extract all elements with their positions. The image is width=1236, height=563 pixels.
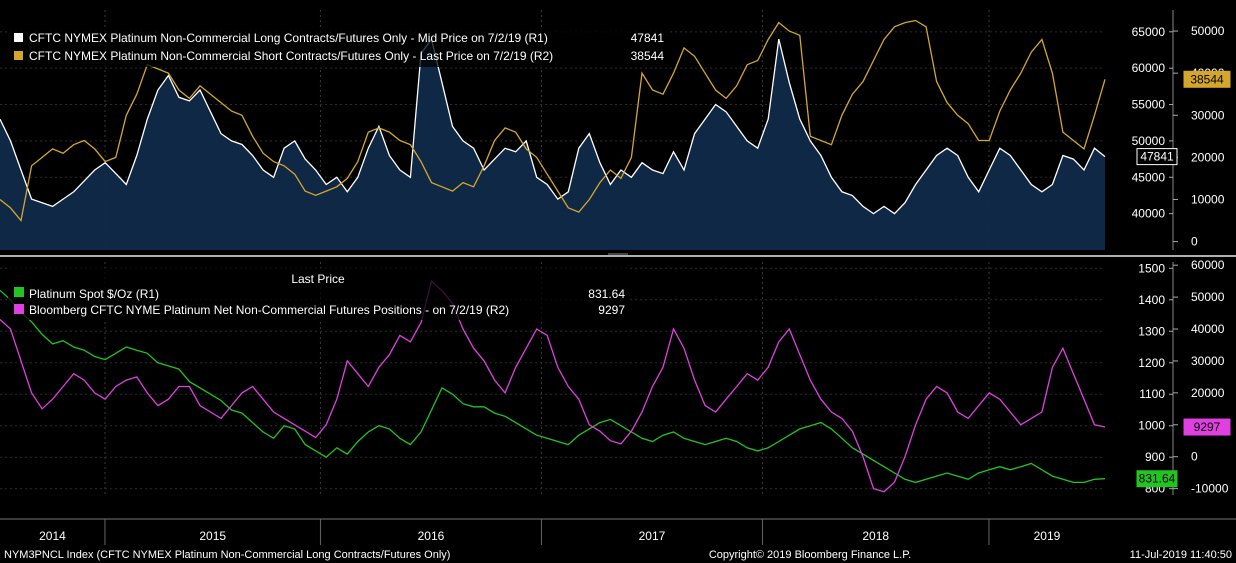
- bottom-badges: 831.64 9297: [1136, 418, 1231, 488]
- left-tick-label: 55000: [1132, 98, 1166, 112]
- x-tick-label: 2017: [639, 529, 666, 543]
- badge-spot-box: [1136, 470, 1178, 488]
- left-tick-label: 1500: [1138, 261, 1165, 275]
- legend-label-net: Bloomberg CFTC NYME Platinum Net Non-Com…: [29, 303, 509, 317]
- left-tick-label: 45000: [1132, 170, 1166, 184]
- left-tick-label: 1400: [1138, 293, 1165, 307]
- left-tick-label: 60000: [1132, 61, 1166, 75]
- x-tick-label: 2014: [39, 529, 66, 543]
- badge-short-box: [1183, 70, 1231, 88]
- legend-label-long: CFTC NYMEX Platinum Non-Commercial Long …: [29, 31, 548, 45]
- left-tick-label: 1200: [1138, 356, 1165, 370]
- badge-net-box: [1183, 418, 1231, 436]
- badge-short: 38544: [1183, 70, 1231, 88]
- right-tick-label: 50000: [1191, 290, 1225, 304]
- footer: NYM3PNCL Index (CFTC NYMEX Platinum Non-…: [4, 549, 1232, 561]
- right-tick-label: 30000: [1191, 108, 1225, 122]
- footer-index-label: NYM3PNCL Index (CFTC NYMEX Platinum Non-…: [4, 549, 450, 561]
- right-tick-label: 20000: [1191, 150, 1225, 164]
- badge-spot: 831.64: [1136, 470, 1178, 488]
- bottom-series: [0, 279, 1106, 493]
- left-tick-label: 40000: [1132, 207, 1166, 221]
- right-tick-label: 30000: [1191, 354, 1225, 368]
- left-tick-label: 1000: [1138, 419, 1165, 433]
- right-tick-label: 0: [1191, 235, 1198, 249]
- legend-swatch-net: [14, 304, 24, 314]
- legend-swatch-spot: [14, 287, 24, 297]
- legend-value-short: 38544: [631, 49, 665, 63]
- x-tick-label: 2016: [418, 529, 445, 543]
- badge-net: 9297: [1183, 418, 1231, 436]
- legend-value-net: 9297: [598, 303, 625, 317]
- legend-label-spot: Platinum Spot $/Oz (R1): [29, 287, 159, 301]
- badge-long-box: [1136, 148, 1178, 166]
- badge-net-text: 9297: [1194, 420, 1221, 434]
- net-positions-line: [0, 279, 1106, 493]
- legend-swatch-short: [14, 51, 23, 60]
- right-tick-label: 20000: [1191, 386, 1225, 400]
- x-tick-label: 2018: [862, 529, 889, 543]
- left-tick-label: 1300: [1138, 324, 1165, 338]
- top-left-axis: 40000 45000 50000 55000 60000 65000: [1132, 10, 1174, 250]
- panel-resize-handle[interactable]: [600, 252, 636, 260]
- long-contracts-area: [0, 39, 1105, 250]
- left-tick-label: 65000: [1132, 25, 1166, 39]
- short-contracts-line: [0, 19, 1106, 222]
- right-tick-label: 60000: [1191, 258, 1225, 272]
- badge-spot-text: 831.64: [1139, 472, 1176, 486]
- right-tick-label: 10000: [1191, 192, 1225, 206]
- legend-label-short: CFTC NYMEX Platinum Non-Commercial Short…: [29, 49, 553, 63]
- x-axis: 2014 2015 2016 2017 2018 2019: [39, 519, 1061, 545]
- top-badges: 47841 38544: [1136, 70, 1231, 166]
- bottom-grid: [0, 262, 1105, 495]
- badge-short-text: 38544: [1190, 72, 1224, 86]
- long-contracts-line: [0, 37, 1106, 215]
- legend-value-long: 47841: [631, 31, 665, 45]
- right-tick-label: 0: [1191, 450, 1198, 464]
- spot-price-line: [0, 289, 1106, 484]
- right-tick-label: -10000: [1191, 482, 1229, 496]
- left-tick-label: 1100: [1139, 387, 1165, 401]
- left-tick-label: 900: [1145, 450, 1165, 464]
- legend-value-spot: 831.64: [588, 287, 625, 301]
- footer-copyright: Copyright© 2019 Bloomberg Finance L.P.: [709, 549, 911, 561]
- x-tick-label: 2019: [1034, 529, 1061, 543]
- footer-timestamp: 11-Jul-2019 11:40:50: [1130, 549, 1232, 561]
- badge-long-text: 47841: [1140, 150, 1174, 164]
- bottom-panel-title: Last Price: [291, 272, 345, 286]
- top-series: [0, 19, 1106, 250]
- left-tick-label: 50000: [1132, 134, 1166, 148]
- bottom-legend: Last Price Platinum Spot $/Oz (R1) 831.6…: [8, 268, 628, 320]
- right-tick-label: 50000: [1191, 24, 1225, 38]
- top-legend: CFTC NYMEX Platinum Non-Commercial Long …: [8, 27, 668, 67]
- x-tick-label: 2015: [199, 529, 226, 543]
- badge-long: 47841: [1136, 148, 1178, 166]
- legend-swatch-long: [14, 33, 23, 42]
- right-tick-label: 40000: [1191, 322, 1225, 336]
